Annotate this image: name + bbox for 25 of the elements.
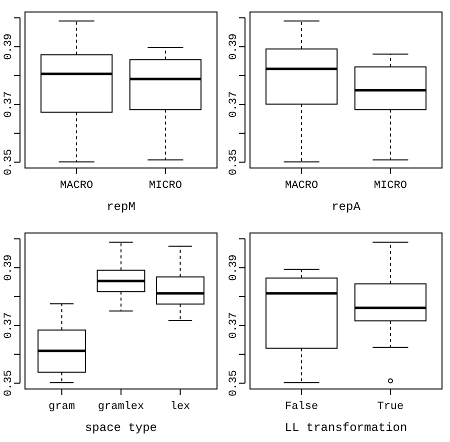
y-tick-label: 0.39 (3, 33, 15, 60)
x-tick-label: False (285, 401, 318, 413)
x-axis-title: space type (84, 421, 158, 435)
x-tick-label: MICRO (148, 180, 182, 192)
y-tick-label: 0.35 (3, 370, 15, 396)
y-tick-label: 0.39 (228, 254, 240, 281)
x-axis-title: repA (332, 200, 362, 214)
y-tick-label: 0.35 (228, 149, 240, 176)
y-tick-label: 0.37 (228, 312, 240, 339)
x-tick-label: True (377, 401, 404, 413)
y-tick-label: 0.39 (228, 33, 240, 60)
y-tick-label: 0.37 (3, 91, 15, 118)
x-tick-label: MACRO (285, 180, 318, 192)
x-tick-label: gram (48, 401, 76, 413)
x-axis-title: LL transformation (284, 421, 408, 435)
x-axis-title: repM (106, 200, 136, 214)
x-tick-label: gramlex (98, 401, 144, 413)
y-tick-label: 0.39 (3, 254, 15, 281)
x-tick-label: lex (170, 401, 191, 413)
y-tick-label: 0.37 (3, 312, 15, 339)
y-tick-label: 0.35 (3, 149, 15, 176)
x-tick-label: MACRO (60, 180, 94, 192)
y-tick-label: 0.35 (228, 370, 240, 396)
y-tick-label: 0.37 (228, 91, 240, 118)
x-tick-label: MICRO (374, 180, 408, 192)
